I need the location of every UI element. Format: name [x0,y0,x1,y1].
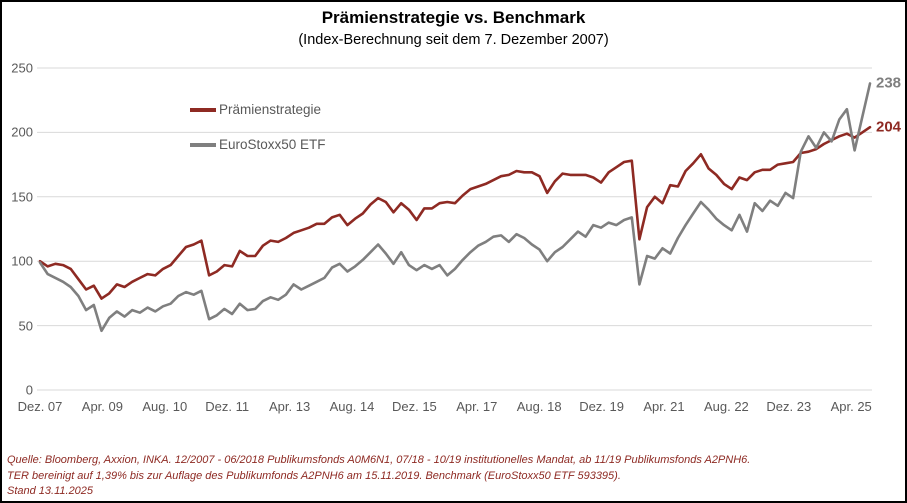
footnote-line: Stand 13.11.2025 [7,485,94,497]
x-axis-tick-label: Dez. 15 [391,399,437,414]
series-end-label-1: 238 [876,74,902,92]
chart-title: Prämienstrategie vs. Benchmark [321,8,586,27]
series-end-label-0: 204 [876,118,902,136]
x-axis-tick-label: Dez. 11 [205,399,250,414]
series-line-1 [38,82,872,333]
x-axis-tick-label: Dez. 19 [579,399,624,414]
y-axis-tick-label: 100 [11,253,33,269]
x-axis-tick-label: Apr. 13 [268,399,311,414]
chart-legend: Prämienstrategie EuroStoxx50 ETF [190,100,332,170]
x-axis-tick-label: Dez. 23 [766,399,812,414]
legend-item-1: EuroStoxx50 ETF [190,135,332,154]
y-axis-tick-label: 150 [11,189,33,205]
chart-subtitle: (Index-Berechnung seit dem 7. Dezember 2… [298,32,609,48]
series-line-0 [38,125,872,300]
legend-line-swatch [190,107,216,112]
x-axis-tick-label: Aug. 14 [329,399,375,414]
y-axis-tick-label: 50 [18,318,33,334]
y-axis-tick-label: 0 [25,382,33,398]
x-axis-tick-label: Aug. 22 [703,399,749,414]
source-footnotes: Quelle: Bloomberg, Axxion, INKA. 12/2007… [7,453,901,500]
legend-label: EuroStoxx50 ETF [219,137,326,152]
footnote-line: TER bereinigt auf 1,39% bis zur Auflage … [7,469,621,482]
y-axis-tick-label: 250 [11,60,33,76]
legend-label: Prämienstrategie [219,102,322,117]
footnote-line: Quelle: Bloomberg, Axxion, INKA. 12/2007… [7,454,751,466]
x-axis-tick-label: Apr. 25 [830,399,872,414]
legend-line-swatch [190,142,216,147]
x-axis-tick-label: Aug. 18 [516,399,562,414]
x-axis-tick-label: Aug. 10 [142,399,188,414]
x-axis-tick-label: Apr. 21 [643,399,685,414]
y-axis-tick-label: 200 [11,124,33,140]
x-axis-tick-label: Dez. 07 [17,399,63,414]
legend-item-0: Prämienstrategie [190,100,332,119]
x-axis-tick-label: Apr. 17 [456,399,498,414]
x-axis-tick-label: Apr. 09 [81,399,123,414]
